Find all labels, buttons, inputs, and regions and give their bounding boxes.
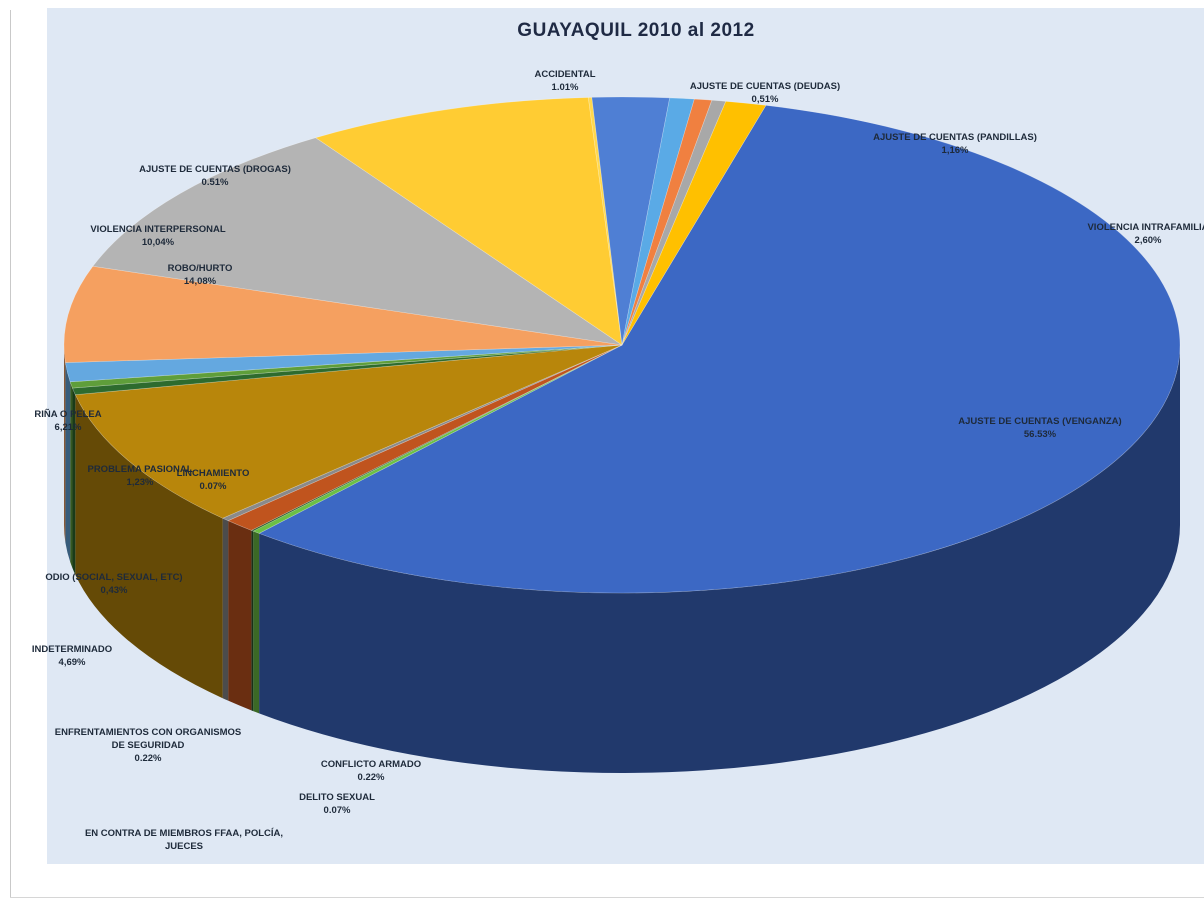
slice-label-delito-sexual: DELITO SEXUAL 0.07% [299,792,375,816]
pie-slice-odio-social-sexual-etc [72,344,623,396]
chart-title: GUAYAQUIL 2010 al 2012 [517,20,754,41]
pie-slice-robo-hurto [92,137,623,346]
pie-side-enfrentamientos-con-organismos-de-seguridad [222,518,229,701]
pie-slice-delito-sexual [250,344,623,532]
pie-slice-linchamiento [69,344,623,389]
pie-slice-problema-pasional [65,344,623,383]
pie-slice-en-contra-de-miembros-ffaa-polcia-jueces [227,344,623,531]
pie-side-ajuste-de-cuentas-venganza [259,345,1180,773]
pie-side-en-contra-de-miembros-ffaa-polcia-jueces [228,520,252,711]
slice-label-ajuste-de-cuentas-deudas: AJUSTE DE CUENTAS (DEUDAS) 0,51% [690,81,840,105]
slice-label-linchamiento: LINCHAMIENTO 0.07% [177,468,250,492]
slice-label-ajuste-de-cuentas-drogas: AJUSTE DE CUENTAS (DROGAS) 0.51% [139,164,291,188]
slice-label-rina-o-pelea: RIÑA O PELEA 6,21% [34,409,101,433]
slice-label-robo-hurto: ROBO/HURTO 14,08% [168,263,233,287]
pie-slice-enfrentamientos-con-organismos-de-seguridad [221,344,623,522]
pie-slice-ajuste-de-cuentas-pandillas [621,99,727,346]
slice-label-problema-pasional: PROBLEMA PASIONAL 1,23% [87,464,192,488]
slice-label-conflicto-armado: CONFLICTO ARMADO 0.22% [321,759,421,783]
pie-side-linchamiento [70,381,73,569]
frame-border-left [10,10,11,898]
pie-side-problema-pasional [65,362,71,562]
slice-labels: ACCIDENTAL 1.01% AJUSTE DE CUENTAS (DEUDAS… [32,69,1204,852]
pie-slice-ajuste-de-cuentas-venganza [258,105,1181,594]
pie-slices [63,96,1181,773]
pie-side-odio-social-sexual-etc [72,388,76,575]
slice-label-ajuste-de-cuentas-pandillas: AJUSTE DE CUENTAS (PANDILLAS) 1,16% [873,132,1037,156]
pie-slice-indeterminado [74,344,623,519]
pie-slice-violencia-intrafamilia [621,97,695,346]
pie-slice-accidental [591,96,671,346]
pie-side-rina-o-pelea [64,345,66,543]
pie-slice-rina-o-pelea [63,265,623,363]
slice-label-violencia-interpersonal: VIOLENCIA INTERPERSONAL 10,04% [90,224,225,248]
slice-label-indeterminado: INDETERMINADO 4,69% [32,644,112,668]
frame-border-bottom [10,897,1204,898]
pie-slice-ajuste-de-cuentas-drogas [587,97,623,346]
slice-label-odio-social-sexual-etc: ODIO (SOCIAL, SEXUAL, ETC) 0,43% [45,572,182,596]
slice-label-enfrentamientos-con-organismos: ENFRENTAMIENTOS CON ORGANISMOS DE SEGURID… [55,727,242,764]
pie-side-delito-sexual [251,530,254,712]
pie-side-indeterminado [75,394,223,699]
pie-side-conflicto-armado [253,531,260,714]
slice-label-accidental: ACCIDENTAL 1.01% [534,69,595,93]
pie-slice-violencia-interpersonal [315,97,623,346]
pie-slice- [621,101,767,346]
slice-label-en-contra-de-miembros-ffaa-polcia: EN CONTRA DE MIEMBROS FFAA, POLCÍA, JUECE… [85,828,283,852]
pie-slice-ajuste-de-cuentas-deudas [621,98,713,346]
pie-slice-conflicto-armado [252,344,623,534]
slice-label-ajuste-de-cuentas-venganza: AJUSTE DE CUENTAS (VENGANZA) 56.53% [958,416,1121,440]
slice-label-violencia-intrafamilia: VIOLENCIA INTRAFAMILIA 2,60% [1087,222,1204,246]
